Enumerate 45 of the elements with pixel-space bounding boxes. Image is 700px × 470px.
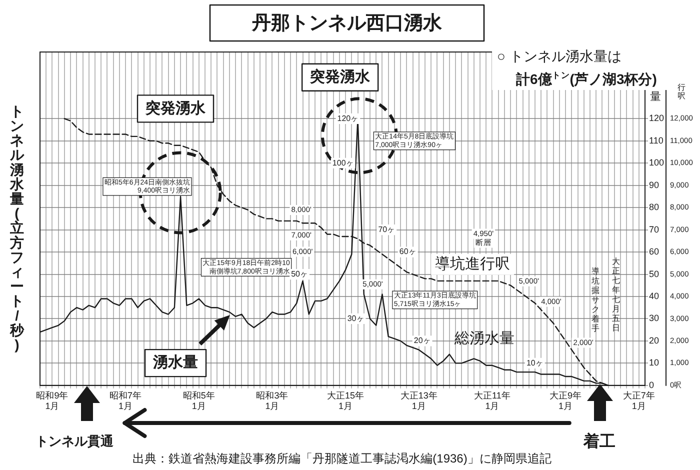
annotation: 120ヶ [337, 114, 359, 123]
annotation: 30ヶ [347, 314, 364, 323]
source-note: 出典：鉄道省熱海建設事務所編「丹那隧道工事誌渇水編(1936)」に静岡県追記 [132, 451, 552, 466]
y-tick-label: 40 [649, 290, 660, 301]
y-tick-label: 60 [649, 246, 660, 257]
y-tick-label: 110 [649, 135, 664, 146]
x-tick-label: 昭和5年 1月 [182, 390, 215, 412]
y-tick-label: 30 [649, 313, 660, 324]
text: 量 [650, 91, 661, 104]
annotation: 50ヶ [291, 269, 308, 278]
annotation: 100ヶ [332, 158, 354, 168]
x-tick-label: 大正15年 1月 [327, 390, 364, 412]
x-tick-label: 大正11年 1月 [474, 390, 510, 412]
series-label: 導坑進行呎 [435, 256, 510, 273]
text: トンネル湧水量(立方フィート/秒) [10, 102, 24, 352]
text: 着工 [582, 431, 616, 450]
chart-title: 丹那トンネル西口湧水 [251, 12, 443, 34]
y2-axis-title: 行呎 [678, 83, 686, 101]
x-tick-label: 昭和7年 1月 [110, 390, 142, 412]
annotation: 大正七年七月五日 [612, 257, 620, 333]
annotation: ○ トンネル湧水量は [497, 48, 622, 64]
y-tick-label: 50 [649, 268, 660, 279]
text: トンネル貫通 [36, 434, 115, 449]
annotation: 湧水量 [152, 354, 198, 372]
y-tick-label: 120 [649, 113, 664, 124]
y-tick-label: 0 [649, 380, 654, 390]
y-tick-label: 100 [649, 158, 664, 168]
y-tick-label: 20 [649, 335, 660, 346]
x-tick-label: 大正9年 1月 [550, 390, 582, 412]
annotation: 突発湧水 [309, 67, 372, 86]
y-tick-label: 70 [649, 224, 660, 234]
x-tick-label: 昭和3年 1月 [256, 390, 288, 412]
annotation: 10ヶ [526, 358, 544, 368]
annotation: 70ヶ [378, 225, 396, 234]
annotation: 60ヶ [399, 247, 416, 256]
y-tick-label: 80 [649, 202, 660, 212]
annotation: 突発湧水 [144, 98, 207, 117]
x-tick-label: 昭和9年 1月 [36, 390, 68, 412]
y-tick-label: 10 [649, 358, 660, 368]
annotation: 導坑掘サク着手 [590, 267, 600, 334]
x-tick-label: 大正13年 1月 [400, 390, 438, 412]
annotation: 20ヶ [414, 336, 431, 346]
x-tick-label: 大正7年 1月 [622, 390, 655, 412]
y-tick-label: 90 [649, 180, 660, 190]
series-label: 総湧水量 [454, 330, 515, 347]
